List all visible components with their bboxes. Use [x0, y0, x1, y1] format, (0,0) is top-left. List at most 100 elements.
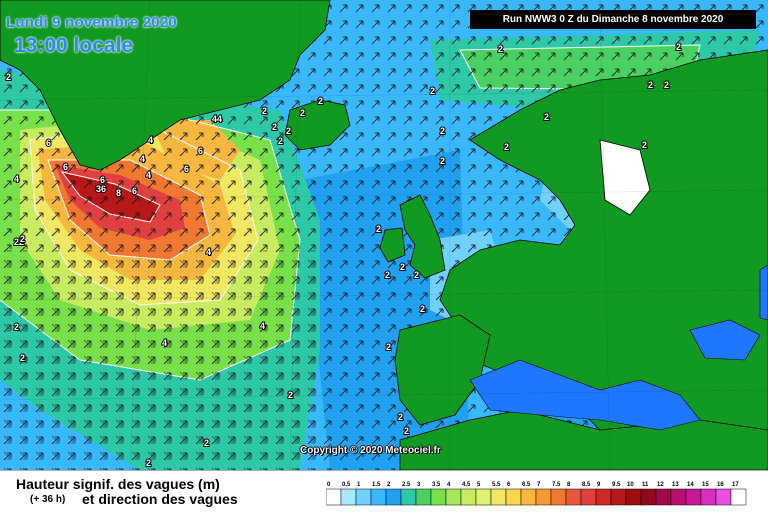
wave-label: 2 [440, 126, 445, 136]
wave-label: 2 [544, 112, 549, 122]
graticule [0, 0, 768, 470]
legend-swatch [475, 488, 492, 506]
wave-label: 2 [300, 108, 305, 118]
iberia-land [394, 314, 491, 426]
wave-direction-arrows-south [0, 250, 320, 470]
legend-swatch [520, 488, 537, 506]
wave-label: 6 [63, 162, 68, 172]
legend-step-label: 11 [642, 482, 649, 488]
wave-label: 4 [140, 154, 145, 164]
wave-label: 44 [212, 114, 222, 124]
mediterranean-sea [469, 359, 701, 431]
wave-label: 2 [498, 44, 503, 54]
legend-swatch [326, 488, 342, 506]
wave-height-map: 4 2 2 2 2 2 2 2 2 2 44 6 6 4 6 4 4 6 6 3… [0, 0, 768, 470]
wave-label: 2 [504, 142, 509, 152]
legend-subtitle: et direction des vagues [82, 491, 238, 507]
legend-step-label: 7.5 [552, 482, 561, 488]
wave-label: 2 [676, 42, 681, 52]
iceland-land [284, 99, 351, 151]
wave-height-labels: 4 2 2 2 2 2 2 2 2 2 44 6 6 4 6 4 4 6 6 3… [5, 41, 682, 469]
wave-label: 2 [404, 426, 409, 436]
wave-label: 2 [288, 390, 293, 400]
legend-swatch [580, 488, 597, 506]
legend-step-label: 1.5 [372, 482, 381, 488]
legend-step-label: 2.5 [402, 482, 411, 488]
legend-swatch [610, 488, 627, 506]
legend-step-label: 17 [732, 482, 739, 488]
legend-swatch [550, 488, 567, 506]
model-run-info: Run NWW3 0 Z du Dimanche 8 novembre 2020 [470, 10, 756, 29]
legend-swatch [730, 488, 747, 506]
legend-step-label: 16 [717, 482, 724, 488]
wave-label: 2 [20, 353, 25, 363]
legend-swatch [565, 488, 582, 506]
legend-swatch [655, 488, 672, 506]
legend-swatch [625, 488, 642, 506]
legend-swatch [535, 488, 552, 506]
wave-label: 2 [286, 126, 291, 136]
wave-label: 4 [148, 135, 153, 145]
wave-label: 4 [14, 174, 19, 184]
wave-label: 2 [430, 86, 435, 96]
wave-label: 2 [398, 412, 403, 422]
legend-swatch [700, 488, 717, 506]
wave-label: 2 [648, 80, 653, 90]
legend-swatch [445, 488, 462, 506]
wave-label: 2 [262, 106, 267, 116]
legend-swatch [370, 488, 387, 506]
legend-swatch [505, 488, 522, 506]
legend-step-label: 5.5 [492, 482, 501, 488]
legend-swatch [640, 488, 657, 506]
lead-time: (+ 36 h) [30, 494, 66, 505]
legend-step-label: 2 [387, 482, 391, 488]
wave-label: 4 [162, 338, 167, 348]
wave-label: 8 [116, 188, 121, 198]
legend-step-label: 9.5 [612, 482, 621, 488]
greenland-land [0, 0, 331, 171]
legend-step-label: 8 [567, 482, 571, 488]
legend-swatch [595, 488, 612, 506]
copyright-notice: Copyright © 2020 Meteociel.fr [300, 445, 441, 456]
legend-swatch [385, 488, 402, 506]
legend-step-label: 6.5 [522, 482, 531, 488]
legend-step-label: 1 [357, 482, 361, 488]
black-sea [689, 319, 761, 361]
legend-title: Hauteur signif. des vagues (m) [16, 476, 220, 492]
wave-label: 2 [440, 156, 445, 166]
wave-label: 6 [132, 186, 137, 196]
legend-step-label: 15 [702, 482, 709, 488]
wave-label: 2 [376, 224, 381, 234]
inland-seas [469, 264, 768, 431]
wave-label: 36 [96, 184, 106, 194]
legend-step-label: 6 [507, 482, 511, 488]
legend-step-label: 4 [447, 482, 451, 488]
wave-label: 2 [204, 438, 209, 448]
legend-step-label: 8.5 [582, 482, 591, 488]
caspian-sea [759, 264, 768, 321]
legend-step-label: 14 [687, 482, 694, 488]
wave-label: 6 [184, 164, 189, 174]
forecast-date: Lundi 9 novembre 2020 [6, 14, 177, 31]
legend-swatch [340, 488, 357, 506]
legend-step-label: 7 [537, 482, 541, 488]
wave-label: 2 [6, 72, 11, 82]
color-scale: 0 0.5 1 1.5 2 2.5 3 3.5 4 4.5 5 5.5 6 6.5 7 7.5 8 8.5 9 9.5… [326, 482, 747, 506]
legend-step-label: 4.5 [462, 482, 471, 488]
legend-swatch [670, 488, 687, 506]
wave-label: 2 [414, 270, 419, 280]
baltic-land-patch [599, 139, 651, 216]
wave-label: 2 [278, 136, 283, 146]
legend-swatch [400, 488, 417, 506]
wave-label: 4 [206, 247, 211, 257]
wave-label: 2 [664, 80, 669, 90]
legend-swatch [415, 488, 432, 506]
uk-land [399, 194, 446, 279]
legend-step-label: 3 [417, 482, 421, 488]
wave-label: 6 [100, 175, 105, 185]
legend-panel: Hauteur signif. des vagues (m) (+ 36 h) … [0, 470, 768, 512]
wave-label: 6 [198, 146, 203, 156]
legend-step-label: 12 [657, 482, 664, 488]
legend-swatch [355, 488, 372, 506]
